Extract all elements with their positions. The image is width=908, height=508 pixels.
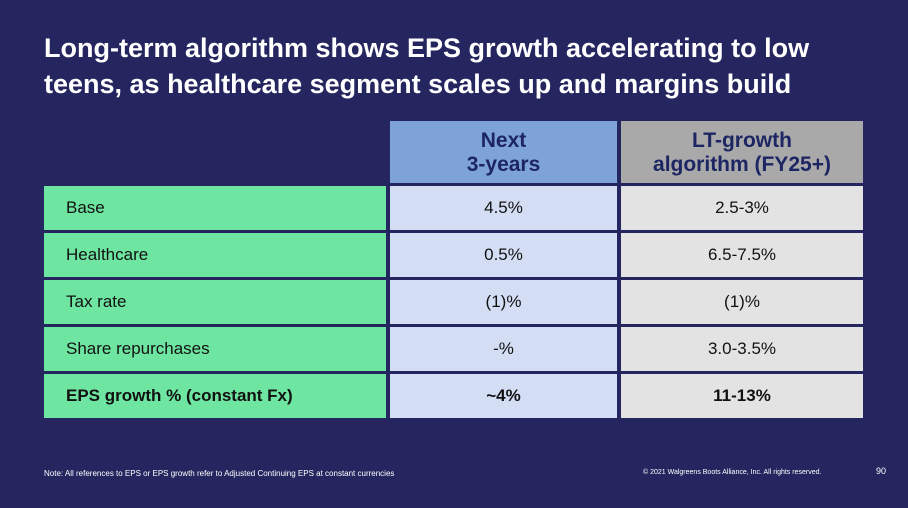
row-lt-eps-growth: 11-13% [621, 374, 863, 418]
row-next-base: 4.5% [390, 186, 617, 230]
row-label-eps-growth: EPS growth % (constant Fx) [44, 374, 386, 418]
row-lt-base: 2.5-3% [621, 186, 863, 230]
row-label-healthcare: Healthcare [44, 233, 386, 277]
header-lt-line2: algorithm (FY25+) [653, 153, 831, 176]
footnote: Note: All references to EPS or EPS growt… [44, 469, 395, 478]
header-lt-growth: LT-growth algorithm (FY25+) [621, 121, 863, 183]
page-number: 90 [876, 466, 887, 476]
header-next-line2: 3-years [466, 153, 541, 176]
row-label-tax-rate: Tax rate [44, 280, 386, 324]
copyright: © 2021 Walgreens Boots Alliance, Inc. Al… [643, 469, 822, 476]
header-next-3-years: Next 3-years [390, 121, 617, 183]
slide-title: Long-term algorithm shows EPS growth acc… [44, 33, 810, 99]
growth-algorithm-table: Next 3-years LT-growth algorithm (FY25+)… [44, 121, 863, 418]
row-lt-tax-rate: (1)% [621, 280, 863, 324]
row-lt-healthcare: 6.5-7.5% [621, 233, 863, 277]
header-next-line1: Next [480, 129, 527, 152]
row-next-eps-growth: ~4% [390, 374, 617, 418]
header-lt-line1: LT-growth [692, 129, 792, 152]
row-label-share-repurchases: Share repurchases [44, 327, 386, 371]
row-lt-share-repurchases: 3.0-3.5% [621, 327, 863, 371]
row-label-base: Base [44, 186, 386, 230]
row-next-tax-rate: (1)% [390, 280, 617, 324]
row-next-healthcare: 0.5% [390, 233, 617, 277]
row-next-share-repurchases: -% [390, 327, 617, 371]
header-empty-cell [44, 121, 386, 183]
